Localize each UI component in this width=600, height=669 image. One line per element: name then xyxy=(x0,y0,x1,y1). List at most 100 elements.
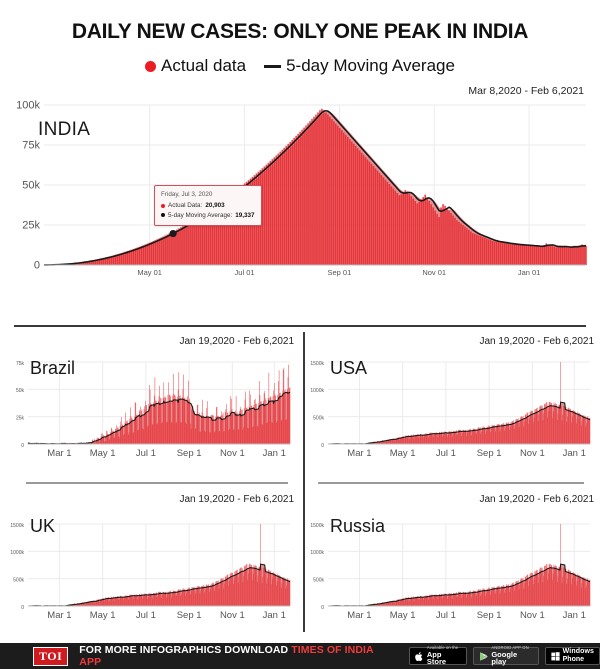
uk-chart-title: UK xyxy=(30,516,56,536)
svg-text:500k: 500k xyxy=(13,577,24,583)
footer-bar: TOI FOR MORE INFOGRAPHICS DOWNLOAD TIMES… xyxy=(0,643,600,669)
russia-chart-canvas: 0 500k 1000k 1500k Mar 1 May 1 Jul 1 Sep 1 Nov 1… xyxy=(310,523,591,621)
windows-phone-sub: Windows xyxy=(562,648,594,656)
svg-text:May 1: May 1 xyxy=(390,610,416,621)
legend-item-actual: Actual data xyxy=(145,56,246,76)
google-play-badge[interactable]: ANDROID APP ON Google play xyxy=(473,644,539,667)
svg-text:Mar 1: Mar 1 xyxy=(347,448,371,459)
toi-logo: TOI xyxy=(33,646,69,666)
svg-text:1000k: 1000k xyxy=(310,388,324,394)
divider-horizontal-left xyxy=(26,482,288,484)
google-play-icon xyxy=(480,651,489,661)
svg-text:Jan 01: Jan 01 xyxy=(518,268,541,277)
india-chart: 0 25k 50k 75k 100k May 01 Jul 01 Sep 01 Nov 01 Ja… xyxy=(0,99,600,287)
usa-chart-canvas: 0 500k 1000k 1500k Mar 1 May 1 Jul 1 Sep 1 Nov 1… xyxy=(310,361,591,459)
svg-text:Nov 1: Nov 1 xyxy=(520,448,545,459)
svg-text:Jul 01: Jul 01 xyxy=(235,268,255,277)
brazil-panel: Jan 19,2020 - Feb 6,2021 0 25k 50k 75k Mar 1… xyxy=(0,336,300,466)
store-badges: Available on the App Store ANDROID APP O… xyxy=(408,644,600,667)
windows-phone-badge[interactable]: Windows Phone xyxy=(544,647,600,665)
svg-text:0: 0 xyxy=(21,605,24,611)
svg-text:0: 0 xyxy=(321,605,324,611)
russia-date-range: Jan 19,2020 - Feb 6,2021 xyxy=(479,494,594,505)
tooltip-average-row: 5-day Moving Average: 19,337 xyxy=(161,211,255,221)
svg-text:Jul 1: Jul 1 xyxy=(436,610,456,621)
svg-text:25k: 25k xyxy=(22,220,40,232)
svg-text:Mar 1: Mar 1 xyxy=(347,610,371,621)
windows-icon xyxy=(551,651,560,661)
brazil-chart-canvas: 0 25k 50k 75k Mar 1 May 1 Jul 1 Sep 1 Nov 1 Jan 1 xyxy=(16,361,291,459)
svg-text:Sep 01: Sep 01 xyxy=(327,268,351,277)
divider-vertical xyxy=(303,332,305,632)
svg-text:0: 0 xyxy=(321,443,324,449)
svg-text:May 1: May 1 xyxy=(90,610,116,621)
svg-text:1500k: 1500k xyxy=(10,523,24,529)
india-chart-title: INDIA xyxy=(38,119,91,140)
svg-text:Jul 1: Jul 1 xyxy=(136,448,156,459)
svg-text:1500k: 1500k xyxy=(310,361,324,367)
app-store-sub: Available on the xyxy=(426,644,459,650)
svg-text:Mar 1: Mar 1 xyxy=(47,610,71,621)
svg-text:Jul 1: Jul 1 xyxy=(136,610,156,621)
footer-promo-highlight: TIMES OF INDIA APP xyxy=(79,644,374,668)
india-chart-canvas: 0 25k 50k 75k 100k May 01 Jul 01 Sep 01 Nov 01 Ja… xyxy=(16,100,587,277)
app-store-main: App Store xyxy=(426,649,447,667)
uk-chart-canvas: 0 500k 1000k 1500k Mar 1 May 1 Jul 1 Sep 1 Nov 1… xyxy=(10,523,291,621)
apple-icon xyxy=(415,651,423,661)
tooltip-average-value: 19,337 xyxy=(235,211,255,219)
svg-text:25k: 25k xyxy=(16,415,25,421)
svg-text:500k: 500k xyxy=(313,577,324,583)
svg-text:Jan 1: Jan 1 xyxy=(263,610,286,621)
svg-text:Nov 1: Nov 1 xyxy=(220,610,245,621)
svg-text:May 01: May 01 xyxy=(137,268,162,277)
tooltip-actual-label: Actual Data: xyxy=(168,201,203,209)
usa-date-range: Jan 19,2020 - Feb 6,2021 xyxy=(479,336,594,347)
brazil-chart-title: Brazil xyxy=(30,358,76,378)
footer-promo-plain: FOR MORE INFOGRAPHICS DOWNLOAD xyxy=(79,644,292,656)
tooltip-date: Friday, Jul 3, 2020 xyxy=(161,191,213,198)
app-store-badge[interactable]: Available on the App Store xyxy=(408,644,468,667)
tooltip-actual-row: Actual Data: 20,903 xyxy=(161,201,255,211)
usa-panel: Jan 19,2020 - Feb 6,2021 0 500k 1000k 1500k… xyxy=(300,336,600,466)
svg-text:1000k: 1000k xyxy=(10,550,24,556)
svg-text:Jan 1: Jan 1 xyxy=(563,610,586,621)
black-dot-icon xyxy=(161,213,165,218)
footer-promo-text: FOR MORE INFOGRAPHICS DOWNLOAD TIMES OF … xyxy=(79,644,393,668)
svg-text:May 1: May 1 xyxy=(390,448,416,459)
red-dot-icon xyxy=(145,60,157,72)
russia-chart-title: Russia xyxy=(330,516,386,536)
divider-horizontal-top xyxy=(14,325,586,327)
svg-text:Mar 1: Mar 1 xyxy=(47,448,71,459)
svg-text:0: 0 xyxy=(34,260,40,272)
uk-panel: Jan 19,2020 - Feb 6,2021 0 500k 1000k 1500k… xyxy=(0,494,300,628)
svg-text:75k: 75k xyxy=(16,361,25,367)
svg-text:Jul 1: Jul 1 xyxy=(436,448,456,459)
google-play-main: Google play xyxy=(491,649,518,667)
google-play-sub: ANDROID APP ON xyxy=(491,644,529,650)
usa-chart-title: USA xyxy=(330,358,368,378)
tooltip-average-label: 5-day Moving Average: xyxy=(168,211,233,219)
main-chart-date-range: Mar 8,2020 - Feb 6,2021 xyxy=(468,85,584,97)
svg-text:1500k: 1500k xyxy=(310,523,324,529)
svg-text:Sep 1: Sep 1 xyxy=(177,610,202,621)
legend-label-moving-average: 5-day Moving Average xyxy=(286,56,455,75)
legend-label-actual: Actual data xyxy=(161,56,247,75)
svg-text:50k: 50k xyxy=(22,180,40,192)
svg-text:500k: 500k xyxy=(313,415,324,421)
brazil-date-range: Jan 19,2020 - Feb 6,2021 xyxy=(179,336,294,347)
svg-text:Sep 1: Sep 1 xyxy=(477,610,502,621)
svg-text:May 1: May 1 xyxy=(90,448,116,459)
svg-text:Nov 1: Nov 1 xyxy=(220,448,245,459)
svg-text:100k: 100k xyxy=(16,100,40,112)
russia-panel: Jan 19,2020 - Feb 6,2021 0 500k 1000k 1500k… xyxy=(300,494,600,628)
svg-text:Nov 01: Nov 01 xyxy=(422,268,446,277)
svg-text:Jan 1: Jan 1 xyxy=(263,448,286,459)
svg-text:75k: 75k xyxy=(22,140,40,152)
svg-text:Sep 1: Sep 1 xyxy=(177,448,202,459)
uk-date-range: Jan 19,2020 - Feb 6,2021 xyxy=(179,494,294,505)
svg-text:Nov 1: Nov 1 xyxy=(520,610,545,621)
svg-text:50k: 50k xyxy=(16,388,25,394)
svg-text:1000k: 1000k xyxy=(310,550,324,556)
divider-horizontal-right xyxy=(318,482,584,484)
